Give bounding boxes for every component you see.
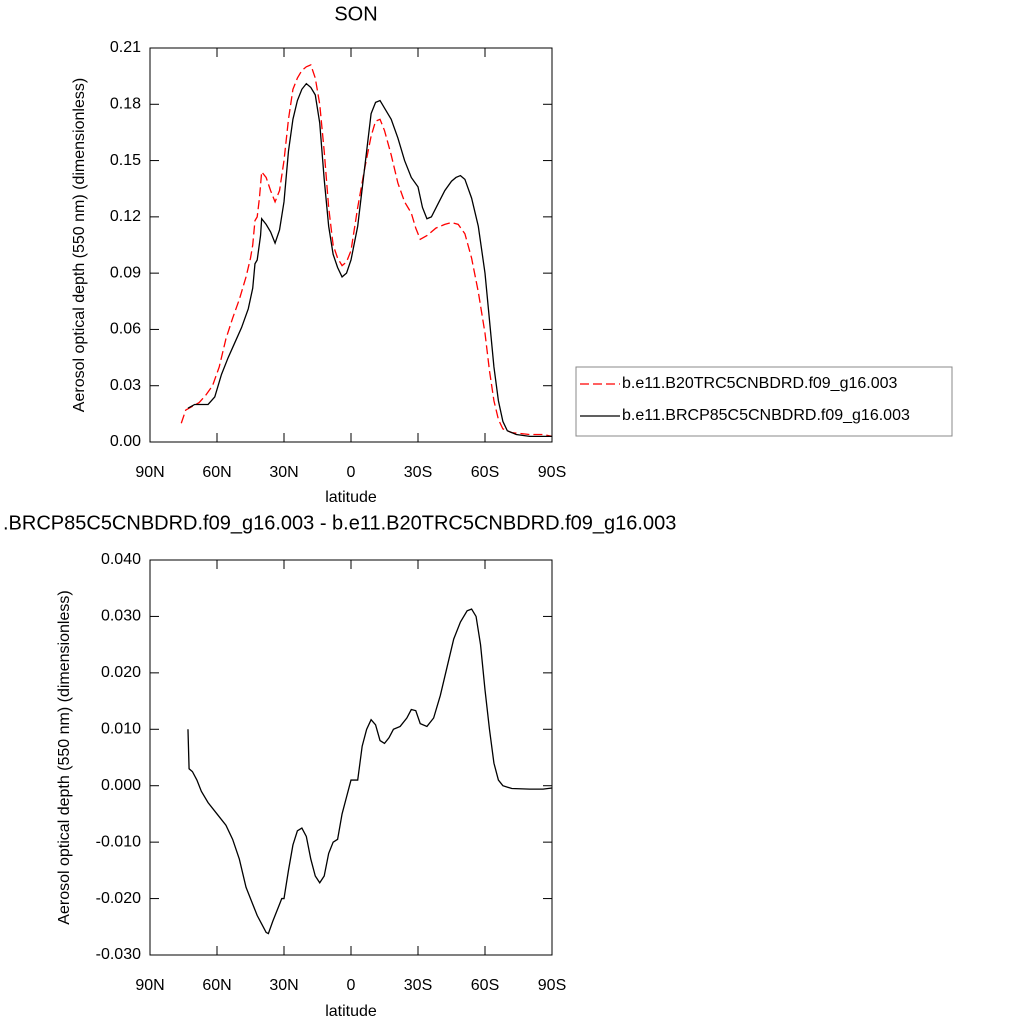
y-tick-label: -0.010: [96, 833, 141, 850]
y-tick-label: 0.00: [110, 433, 141, 450]
y-tick-label: 0.15: [110, 152, 141, 169]
x-tick-label: 0: [347, 977, 356, 994]
y-tick-label: -0.030: [96, 946, 141, 963]
x-axis-label: latitude: [325, 489, 377, 506]
y-tick-label: 0.040: [101, 551, 141, 568]
x-tick-label: 0: [347, 464, 356, 481]
legend-box: [575, 366, 953, 437]
x-tick-label: 60N: [202, 464, 231, 481]
x-tick-label: 60S: [471, 977, 499, 994]
y-axis-label: Aerosol optical depth (550 nm) (dimensio…: [56, 590, 73, 924]
x-tick-label: 90N: [135, 977, 164, 994]
x-tick-label: 60S: [471, 464, 499, 481]
y-tick-label: 0.12: [110, 208, 141, 225]
y-tick-label: 0.010: [101, 721, 141, 738]
data-line: [187, 82, 552, 438]
legend-label: b.e11.B20TRC5CNBDRD.f09_g16.003: [622, 375, 898, 392]
x-tick-label: 90S: [538, 464, 566, 481]
x-tick-label: 90N: [135, 464, 164, 481]
y-tick-label: 0.09: [110, 264, 141, 281]
data-line: [187, 608, 553, 935]
x-tick-label: 90S: [538, 977, 566, 994]
y-tick-label: 0.000: [101, 777, 141, 794]
plot-frame: [149, 559, 553, 956]
y-tick-label: 0.020: [101, 664, 141, 681]
y-tick-label: -0.020: [96, 890, 141, 907]
x-axis-label: latitude: [325, 1003, 377, 1020]
chart-title: SON: [334, 3, 377, 25]
y-tick-label: 0.18: [110, 96, 141, 113]
x-tick-label: 30S: [404, 977, 432, 994]
y-axis-label: Aerosol optical depth (550 nm) (dimensio…: [71, 78, 88, 412]
data-line: [180, 64, 553, 438]
y-tick-label: 0.030: [101, 608, 141, 625]
plot-frame: [149, 47, 553, 443]
y-tick-label: 0.06: [110, 321, 141, 338]
x-tick-label: 30N: [269, 977, 298, 994]
x-tick-label: 30S: [404, 464, 432, 481]
y-tick-label: 0.21: [110, 39, 141, 56]
legend-label: b.e11.BRCP85C5CNBDRD.f09_g16.003: [622, 407, 910, 424]
chart-title: .BRCP85C5CNBDRD.f09_g16.003 - b.e11.B20T…: [3, 512, 676, 534]
x-tick-label: 60N: [202, 977, 231, 994]
y-tick-label: 0.03: [110, 377, 141, 394]
x-tick-label: 30N: [269, 464, 298, 481]
